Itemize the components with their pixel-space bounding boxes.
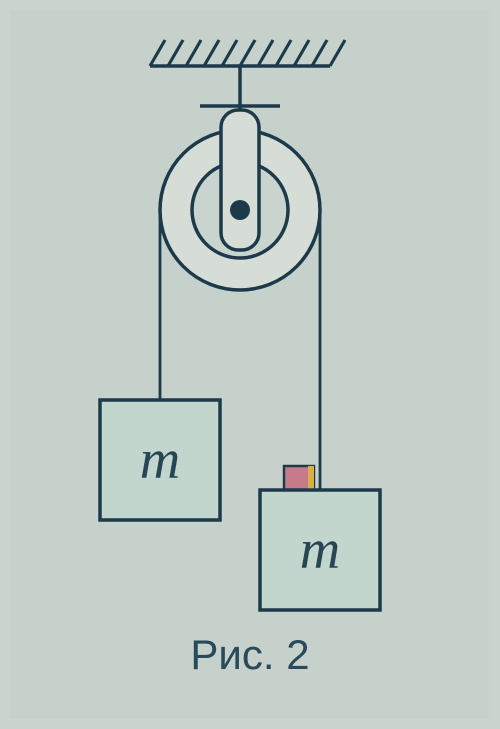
mass-left-block: m — [100, 400, 220, 520]
figure-page: mm Рис. 2 — [0, 0, 500, 729]
figure-caption: Рис. 2 — [0, 631, 500, 679]
pulley-diagram: mm — [0, 0, 500, 729]
mass-right-block: m — [260, 490, 380, 610]
svg-text:m: m — [140, 429, 180, 491]
svg-text:m: m — [300, 519, 340, 581]
